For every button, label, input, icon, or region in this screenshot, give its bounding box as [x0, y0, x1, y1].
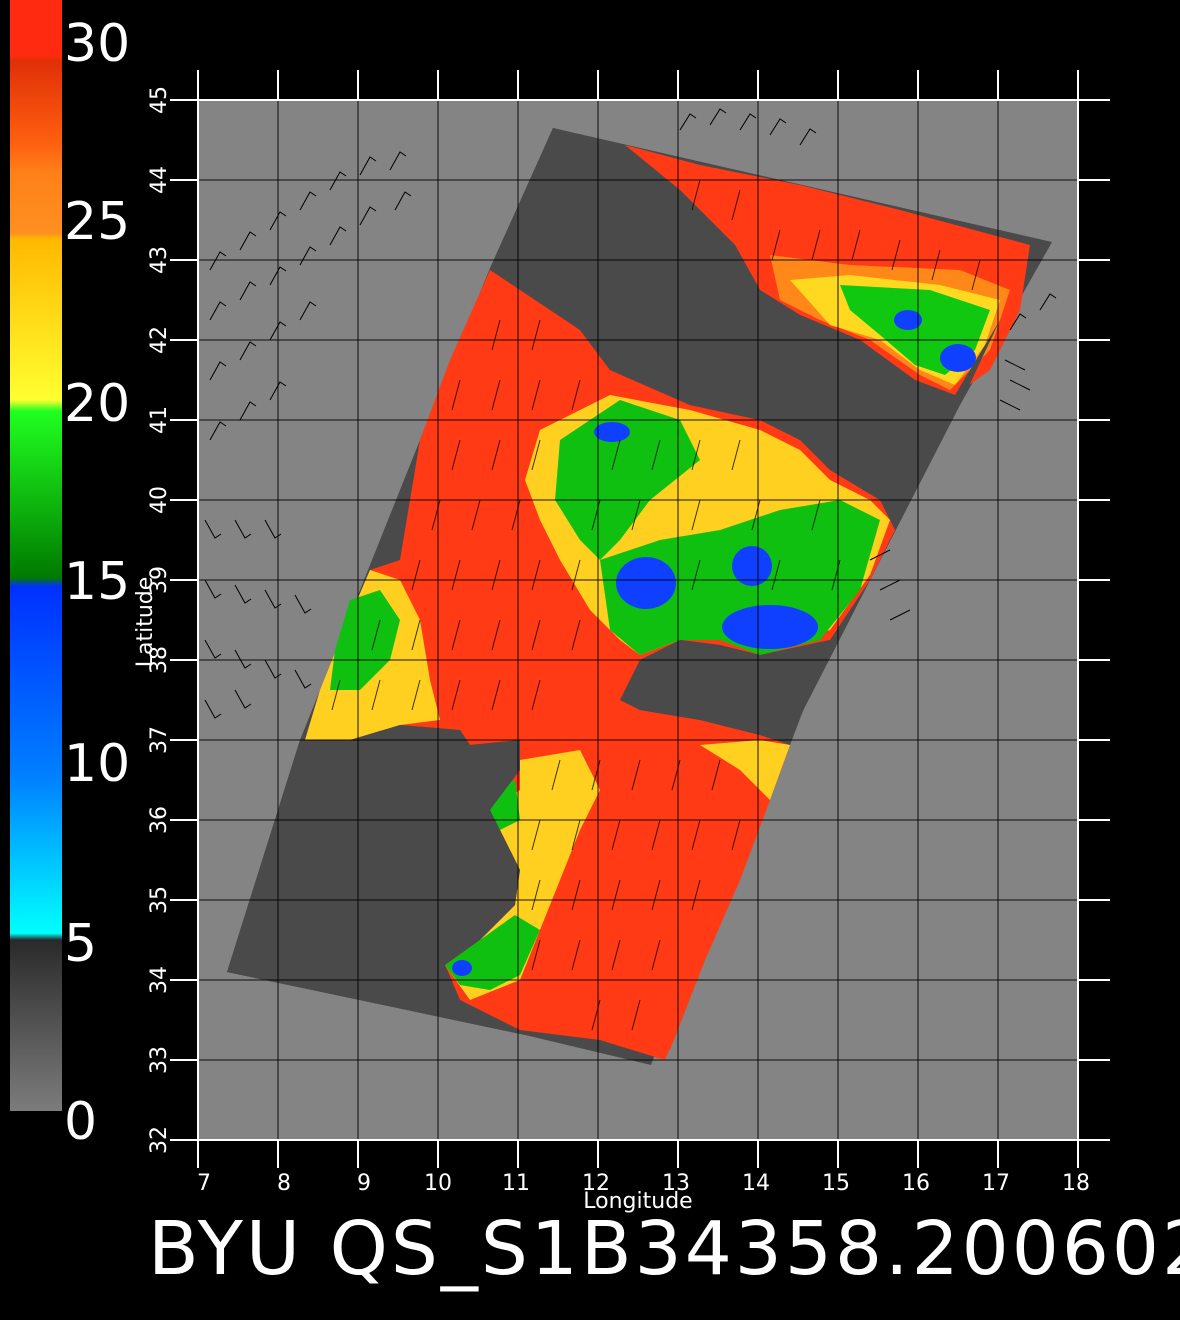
- lon-tick-18: 18: [1062, 1171, 1090, 1196]
- lon-tick-12: 12: [582, 1171, 610, 1196]
- longitude-axis-label: Longitude: [583, 1189, 692, 1214]
- lat-tick-32: 32: [147, 1126, 172, 1154]
- wind-barbs-in-swath: [331, 179, 981, 1031]
- wind-barbs: [204, 108, 1057, 719]
- lat-tick-38: 38: [147, 646, 172, 674]
- lon-tick-16: 16: [902, 1171, 930, 1196]
- lon-tick-7: 7: [197, 1171, 211, 1196]
- lon-tick-10: 10: [424, 1171, 452, 1196]
- axis-ticks: [170, 70, 1110, 1168]
- lon-tick-11: 11: [502, 1171, 530, 1196]
- colorbar-label-0: 0: [64, 1092, 98, 1152]
- colorbar-label-30: 30: [64, 14, 131, 74]
- plot-frame: [197, 99, 1079, 1141]
- longitude-tick-labels: 7 8 9 10 11 12 13 14 15 16 17 18 Longitu…: [197, 1171, 1090, 1214]
- lat-tick-33: 33: [147, 1046, 172, 1074]
- image-title: BYU QS_S1B34358.200602: [148, 1206, 1180, 1292]
- colorbar-label-25: 25: [64, 192, 131, 252]
- lat-tick-36: 36: [147, 806, 172, 834]
- lat-tick-41: 41: [147, 406, 172, 434]
- latitude-tick-labels: 32 33 34 35 36 37 38 39 40 41 42 43 44 4…: [133, 86, 172, 1154]
- wind-speed-colorbar: [10, 0, 62, 1111]
- lon-tick-15: 15: [822, 1171, 850, 1196]
- lat-tick-37: 37: [147, 726, 172, 754]
- lon-tick-9: 9: [357, 1171, 371, 1196]
- colorbar-label-20: 20: [64, 374, 131, 434]
- lon-tick-8: 8: [277, 1171, 291, 1196]
- lat-tick-39: 39: [147, 566, 172, 594]
- lat-tick-44: 44: [147, 166, 172, 194]
- lon-tick-17: 17: [982, 1171, 1010, 1196]
- latitude-axis-label: Latitude: [133, 577, 158, 668]
- colorbar-label-10: 10: [64, 734, 131, 794]
- lat-tick-42: 42: [147, 326, 172, 354]
- lat-tick-45: 45: [147, 86, 172, 114]
- colorbar-label-15: 15: [64, 552, 131, 612]
- lon-tick-14: 14: [742, 1171, 770, 1196]
- lat-tick-40: 40: [147, 486, 172, 514]
- lat-tick-35: 35: [147, 886, 172, 914]
- lat-lon-grid: [198, 100, 1078, 1140]
- lon-tick-13: 13: [662, 1171, 690, 1196]
- lat-tick-34: 34: [147, 966, 172, 994]
- lat-tick-43: 43: [147, 246, 172, 274]
- colorbar-label-5: 5: [64, 914, 98, 974]
